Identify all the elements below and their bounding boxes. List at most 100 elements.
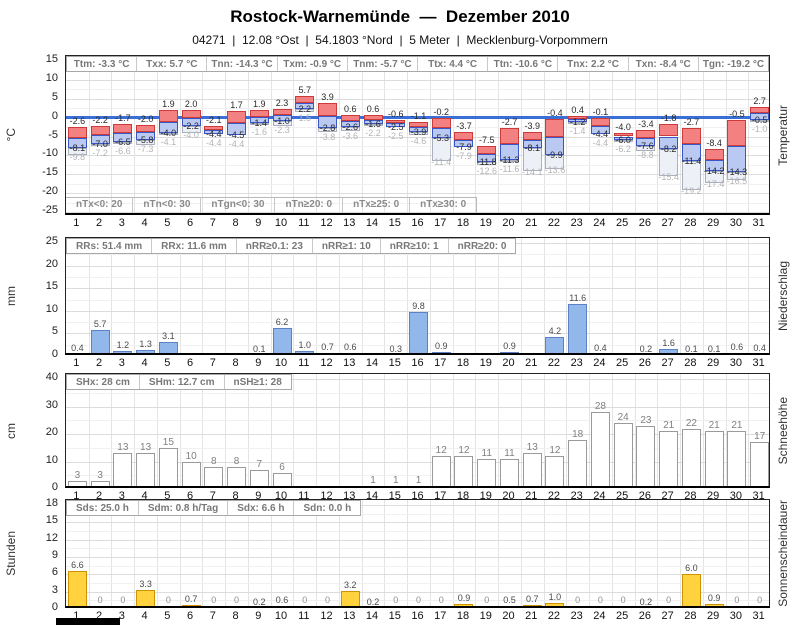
day-label: 5 <box>164 490 171 502</box>
sunshine-value-day-14: 0.2 <box>366 596 380 607</box>
tmin-value-day-23: -1.2 <box>569 117 586 128</box>
snow-panel: 3 3 13 13 15 10 8 8 7 6 1 1 1 12 12 11 11 13 12 18 28 24 23 21 2… <box>65 373 770 488</box>
precipitation-value-day-4: 1.3 <box>139 339 152 350</box>
tmax-value-day-7: -2.1 <box>206 114 222 125</box>
grid-line-vertical <box>111 56 113 213</box>
grid-line-vertical <box>384 238 386 353</box>
tmin-bar-day-30 <box>727 145 747 172</box>
grid-line-vertical <box>657 374 659 486</box>
precipitation-unit-text: mm <box>4 286 18 306</box>
day-label: 6 <box>187 217 194 229</box>
day-label: 2 <box>96 357 103 369</box>
tgn-value-day-24: -4.4 <box>592 138 609 149</box>
sunshine-bar-day-22 <box>545 603 565 606</box>
tmin-value-day-25: -6.0 <box>615 135 631 146</box>
day-label: 30 <box>729 610 742 622</box>
sunshine-value-day-29: 0.9 <box>707 592 721 603</box>
precipitation-bar-day-1 <box>68 354 87 355</box>
grid-line-vertical <box>88 500 90 606</box>
day-label: 26 <box>638 357 652 369</box>
day-label: 9 <box>255 490 262 502</box>
stat-item: Txn: -8.4 °C <box>629 57 699 71</box>
grid-line-horizontal <box>66 406 769 408</box>
day-label: 10 <box>274 357 288 369</box>
tgn-value-day-1: -9.8 <box>69 152 86 163</box>
precipitation-ytick: 15 <box>45 280 58 293</box>
day-label: 28 <box>684 357 697 369</box>
grid-line-vertical <box>202 56 204 213</box>
stat-item: Txx: 5.7 °C <box>137 57 208 71</box>
precipitation-value-day-10: 6.2 <box>275 316 289 327</box>
snow-bar-day-10 <box>272 472 292 486</box>
day-label: 29 <box>707 610 720 622</box>
grid-line-vertical <box>475 238 477 353</box>
tmin-bar-day-14 <box>363 119 383 124</box>
snow-bar-day-9 <box>249 469 269 486</box>
sunshine-value-day-30: 0 <box>734 595 740 605</box>
bottom-artifact-bar <box>56 618 120 625</box>
snow-value-day-21: 13 <box>526 442 538 454</box>
tgn-value-day-18: -7.9 <box>456 151 472 162</box>
grid-line-vertical <box>270 56 272 213</box>
grid-line-horizontal <box>66 98 769 100</box>
snow-value-day-10: 6 <box>279 461 285 473</box>
precipitation-value-day-2: 5.7 <box>93 319 107 330</box>
snow-ytick: 0 <box>51 481 58 493</box>
snow-value-day-25: 24 <box>617 412 629 423</box>
snow-value-day-2: 3 <box>97 469 103 481</box>
tgn-value-day-21: -14.1 <box>521 166 543 177</box>
grid-line-vertical <box>725 500 727 606</box>
snow-value-day-7: 8 <box>211 456 217 467</box>
grid-line-vertical <box>589 56 591 213</box>
snow-bar-day-1 <box>67 480 87 486</box>
sunshine-bar-day-29 <box>704 603 724 606</box>
count-item: nTx≥25: 0 <box>343 198 411 213</box>
grid-line-vertical <box>680 238 682 353</box>
tmax-bar-day-17 <box>431 118 451 128</box>
snow-value-day-19: 11 <box>481 447 492 459</box>
tmin-value-day-16: -3.9 <box>410 127 427 138</box>
tmax-value-day-11: 5.7 <box>298 85 312 96</box>
tmax-bar-day-10 <box>272 108 292 116</box>
tmin-bar-day-8 <box>227 122 247 135</box>
tgn-value-day-22: -13.6 <box>544 164 566 175</box>
count-item: nTn<0: 30 <box>133 198 202 213</box>
tgn-value-day-29: -17.4 <box>703 179 725 190</box>
grid-line-vertical <box>589 238 591 353</box>
snow-bar-day-4 <box>136 453 156 486</box>
sunshine-value-day-25: 0 <box>620 595 626 605</box>
tgn-value-day-14: -2.2 <box>365 127 381 138</box>
tmin-bar-day-17 <box>431 128 451 138</box>
sunshine-ytick: 3 <box>51 583 58 596</box>
day-label: 9 <box>255 217 262 229</box>
day-label: 20 <box>502 217 515 229</box>
precipitation-bar-day-23 <box>568 303 588 353</box>
precipitation-bar-day-24 <box>591 354 610 355</box>
tgn-bar-day-2 <box>90 144 110 147</box>
tmax-value-day-3: -1.7 <box>115 113 131 124</box>
grid-line-vertical <box>338 500 340 606</box>
precipitation-value-day-13: 0.6 <box>344 342 357 353</box>
tmin-value-day-5: -4.0 <box>160 127 177 138</box>
precipitation-bar-day-22 <box>545 337 565 353</box>
tmin-value-day-13: -2.6 <box>342 122 359 133</box>
grid-line-horizontal <box>66 420 769 422</box>
sunshine-value-day-2: 0 <box>97 595 103 605</box>
grid-line-vertical <box>748 500 750 606</box>
precipitation-ytick: 25 <box>45 235 58 247</box>
sunshine-bar-day-13 <box>340 590 360 606</box>
day-label: 7 <box>209 357 216 369</box>
sunshine-value-day-28: 6.0 <box>685 563 698 574</box>
tmin-value-day-3: -6.5 <box>115 137 131 148</box>
sunshine-value-day-5: 0 <box>165 595 171 605</box>
snow-bar-day-5 <box>158 447 178 486</box>
precipitation-day-axis: 1 2 3 4 5 6 7 8 9 10 11 12 13 14 15 16 17 18 19 20 21 22 23 24 2… <box>65 357 770 370</box>
tmax-bar-day-25 <box>613 132 633 137</box>
tmax-bar-day-29 <box>704 149 724 161</box>
precipitation-ytick: 10 <box>45 302 58 315</box>
tmin-value-day-9: -1.4 <box>251 117 268 128</box>
tgn-value-day-10: -2.3 <box>274 125 290 136</box>
sunshine-value-day-8: 0 <box>234 595 240 605</box>
stat-item: Ttm: -3.3 °C <box>67 57 138 71</box>
grid-line-vertical <box>634 500 636 606</box>
